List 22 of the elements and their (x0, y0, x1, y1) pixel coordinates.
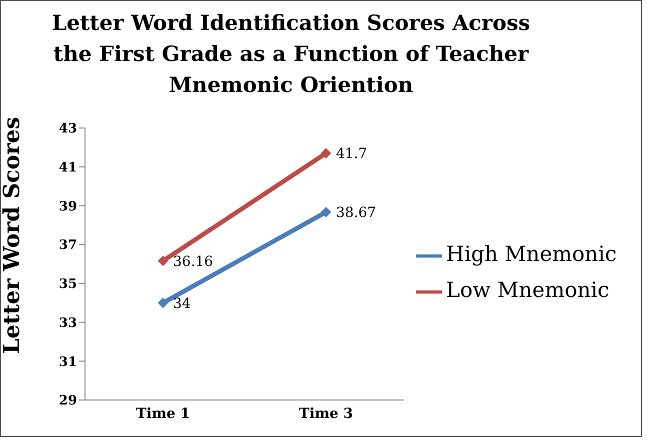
point (158, 298, 168, 308)
y-tick-label: 29 (58, 394, 77, 409)
x-tick-label: Time 1 (136, 406, 190, 422)
point (321, 148, 331, 158)
y-tick-label: 41 (58, 160, 77, 176)
y-tick-label: 33 (58, 316, 77, 331)
legend-label: High Mnemonic (446, 242, 617, 266)
y-tick-label: 35 (58, 277, 77, 292)
data-label: 41.7 (336, 146, 368, 162)
x-tick-label: Time 3 (298, 406, 354, 422)
point (321, 207, 331, 218)
y-tick-label: 37 (58, 238, 77, 254)
data-label: 38.67 (336, 205, 376, 222)
y-tick-label: 39 (58, 199, 77, 214)
point (158, 256, 168, 266)
chart-title: Letter Word Identification Scores Across the First Grade as a Function of Teacher Mnemonic Oriention (50, 9, 532, 99)
legend-label: Low Mnemonic (446, 278, 610, 302)
data-label: 36.16 (173, 254, 214, 270)
y-axis-title: Letter Word Scores (0, 116, 25, 354)
y-tick-label: 31 (58, 354, 77, 370)
data-label: 34 (173, 296, 191, 312)
y-tick-label: 43 (58, 122, 77, 137)
